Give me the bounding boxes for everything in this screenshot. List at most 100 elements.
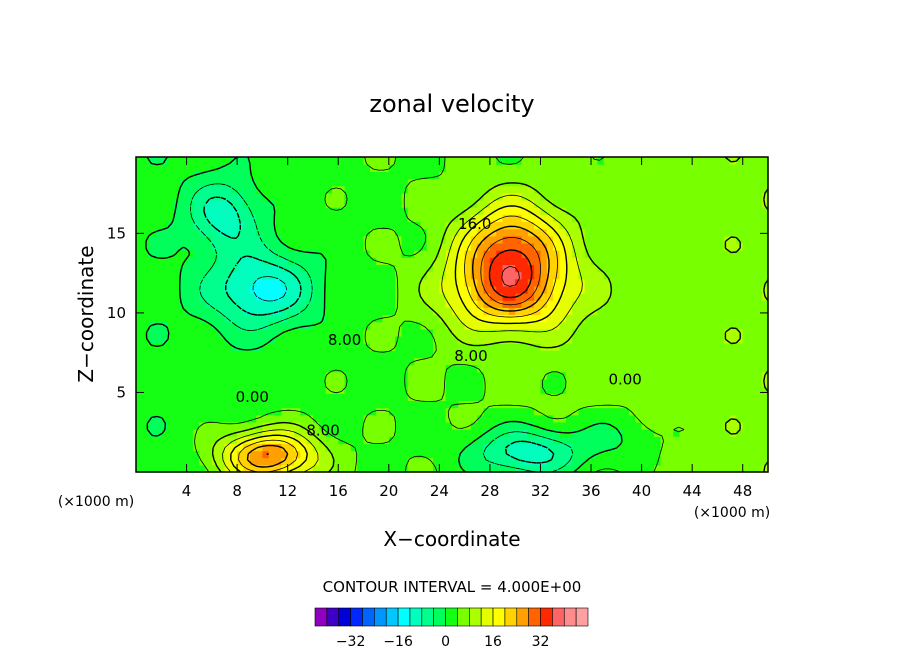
contour-cell — [723, 214, 731, 223]
contour-cell — [338, 228, 346, 237]
contour-cell — [628, 400, 636, 409]
contour-cell — [192, 436, 200, 444]
contour-cell — [553, 450, 561, 459]
contour-cell — [730, 335, 737, 344]
contour-cell — [401, 250, 409, 258]
contour-cell — [268, 257, 276, 265]
contour-label: 8.00 — [306, 422, 339, 440]
contour-cell — [445, 328, 453, 337]
contour-cell — [616, 178, 624, 187]
contour-cell — [553, 185, 561, 194]
contour-cell — [749, 364, 756, 373]
contour-cell — [161, 164, 169, 172]
contour-cell — [698, 250, 706, 258]
contour-cell — [154, 257, 162, 265]
contour-cell — [243, 164, 251, 172]
contour-cell — [325, 278, 333, 287]
contour-cell — [357, 250, 365, 258]
contour-cell — [704, 185, 712, 194]
contour-cell — [142, 407, 150, 416]
contour-cell — [281, 443, 289, 452]
contour-cell — [363, 257, 371, 265]
contour-cell — [654, 178, 662, 187]
contour-cell — [502, 278, 510, 287]
contour-cell — [136, 264, 143, 273]
contour-cell — [224, 228, 232, 237]
contour-cell — [685, 429, 693, 437]
contour-cell — [616, 164, 624, 172]
contour-cell — [546, 228, 554, 237]
contour-cell — [723, 443, 731, 452]
contour-cell — [186, 293, 194, 301]
contour-cell — [603, 436, 611, 444]
contour-cell — [470, 421, 478, 430]
contour-cell — [483, 314, 491, 323]
contour-cell — [742, 264, 750, 273]
contour-cell — [515, 321, 523, 330]
contour-cell — [312, 171, 320, 180]
contour-cell — [692, 171, 700, 180]
contour-cell — [161, 357, 169, 366]
contour-cell — [224, 221, 232, 230]
contour-cell — [521, 257, 529, 265]
contour-cell — [749, 271, 756, 280]
contour-cell — [717, 192, 725, 201]
contour-cell — [344, 307, 352, 316]
contour-cell — [363, 407, 371, 416]
contour-cell — [445, 364, 453, 373]
contour-cell — [262, 378, 270, 387]
contour-cell — [218, 407, 226, 416]
contour-cell — [572, 357, 579, 366]
contour-cell — [679, 321, 687, 330]
contour-cell — [426, 271, 434, 280]
contour-cell — [148, 314, 156, 323]
contour-cell — [344, 314, 352, 323]
contour-cell — [211, 214, 219, 223]
contour-cell — [477, 421, 485, 430]
contour-cell — [433, 185, 440, 194]
colorbar — [314, 607, 589, 627]
contour-cell — [136, 228, 143, 237]
contour-cell — [508, 199, 516, 208]
contour-cell — [294, 164, 301, 172]
contour-cell — [685, 414, 693, 423]
contour-cell — [306, 371, 314, 380]
contour-cell — [294, 350, 301, 359]
contour-cell — [489, 400, 497, 409]
contour-cell — [369, 343, 377, 351]
contour-cell — [420, 221, 428, 230]
contour-cell — [572, 285, 579, 294]
contour-cell — [395, 221, 403, 230]
contour-cell — [426, 207, 434, 215]
contour-cell — [395, 314, 403, 323]
contour-cell — [294, 250, 301, 258]
contour-cell — [249, 250, 257, 258]
contour-cell — [357, 350, 365, 359]
contour-cell — [502, 393, 510, 402]
contour-cell — [711, 207, 719, 215]
contour-cell — [338, 386, 346, 394]
contour-cell — [603, 393, 611, 402]
contour-cell — [395, 157, 403, 165]
contour-cell — [572, 450, 579, 459]
contour-cell — [142, 371, 150, 380]
contour-cell — [673, 164, 681, 172]
contour-cell — [306, 228, 314, 237]
contour-cell — [388, 457, 396, 466]
contour-cell — [294, 278, 301, 287]
contour-cell — [470, 228, 478, 237]
contour-cell — [736, 393, 744, 402]
contour-cell — [344, 221, 352, 230]
contour-cell — [173, 400, 181, 409]
contour-cell — [230, 328, 238, 337]
contour-cell — [464, 357, 472, 366]
contour-cell — [148, 429, 156, 437]
contour-cell — [161, 235, 169, 244]
contour-cell — [167, 157, 175, 165]
contour-cell — [199, 235, 207, 244]
contour-cell — [534, 443, 542, 452]
contour-cell — [199, 429, 207, 437]
contour-cell — [300, 285, 308, 294]
contour-cell — [749, 321, 756, 330]
contour-cell — [647, 414, 655, 423]
